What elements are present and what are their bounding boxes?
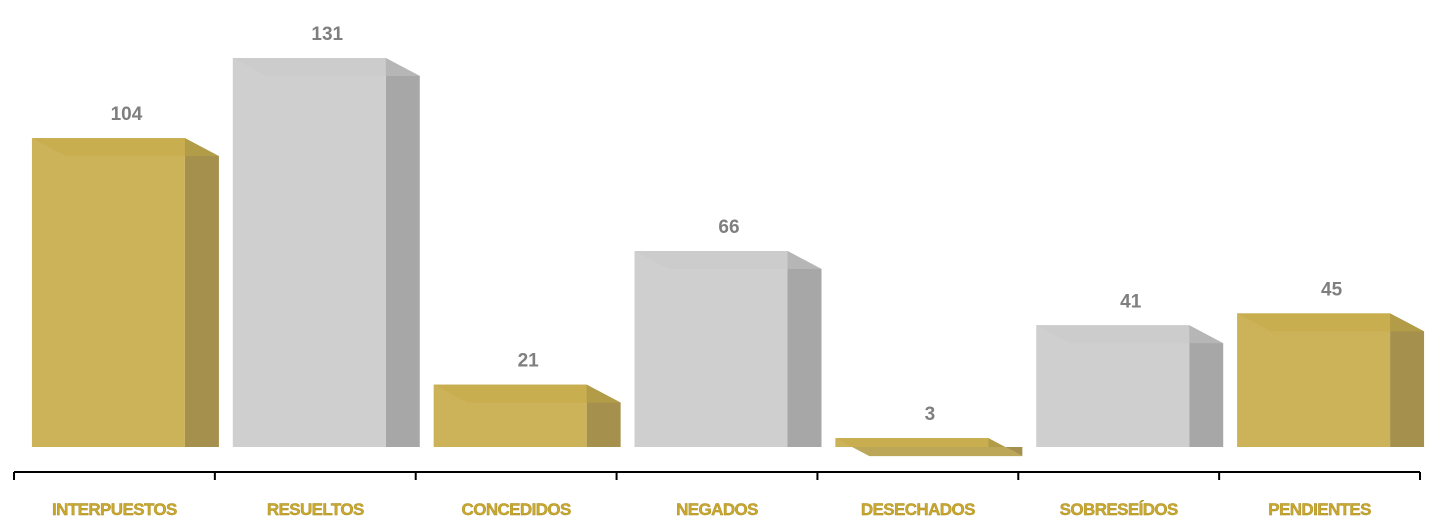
data-label-resueltos: 131 bbox=[311, 24, 343, 45]
category-labels-layer: INTERPUESTOS RESUELTOS CONCEDIDOS NEGADOS DE… bbox=[52, 500, 1372, 519]
data-label-desechados: 3 bbox=[925, 404, 936, 425]
bar-side-face bbox=[787, 251, 822, 447]
category-label-resueltos: RESUELTOS bbox=[267, 500, 364, 519]
category-label-negados: NEGADOS bbox=[676, 500, 758, 519]
category-label-pendientes: PENDIENTES bbox=[1268, 500, 1371, 519]
bars-layer bbox=[31, 58, 1425, 457]
bar-resueltos bbox=[232, 58, 420, 447]
bar-side-face bbox=[1390, 313, 1425, 447]
bar-pendientes bbox=[1237, 313, 1425, 447]
data-label-pendientes: 45 bbox=[1321, 279, 1343, 300]
bar-desechados bbox=[835, 438, 1023, 457]
bar-side-face bbox=[385, 58, 420, 447]
category-label-interpuestos: INTERPUESTOS bbox=[52, 500, 177, 519]
data-label-interpuestos: 104 bbox=[111, 104, 143, 125]
bar-sobreseidos bbox=[1036, 325, 1224, 447]
bar-front-face bbox=[634, 251, 788, 447]
category-label-desechados: DESECHADOS bbox=[861, 500, 975, 519]
bar-front-face bbox=[232, 58, 386, 447]
bar-front-face bbox=[31, 138, 185, 447]
bar-front-face bbox=[1036, 325, 1190, 447]
bar-concedidos bbox=[433, 384, 621, 447]
bar-side-face bbox=[184, 138, 219, 447]
category-label-concedidos: CONCEDIDOS bbox=[462, 500, 571, 519]
bar-side-face bbox=[1189, 325, 1224, 447]
data-label-sobreseidos: 41 bbox=[1120, 291, 1142, 312]
data-label-negados: 66 bbox=[718, 217, 739, 238]
data-label-concedidos: 21 bbox=[518, 351, 540, 372]
x-axis bbox=[13, 471, 1421, 480]
bar-front-face bbox=[433, 384, 587, 447]
category-label-sobreseidos: SOBRESEÍDOS bbox=[1060, 500, 1178, 519]
bar-front-face bbox=[1237, 313, 1391, 447]
bar-front-face bbox=[835, 438, 989, 447]
bar-interpuestos bbox=[31, 138, 219, 447]
bar-negados bbox=[634, 251, 822, 447]
value-labels-layer: 104 131 21 66 3 41 45 bbox=[110, 24, 1343, 426]
